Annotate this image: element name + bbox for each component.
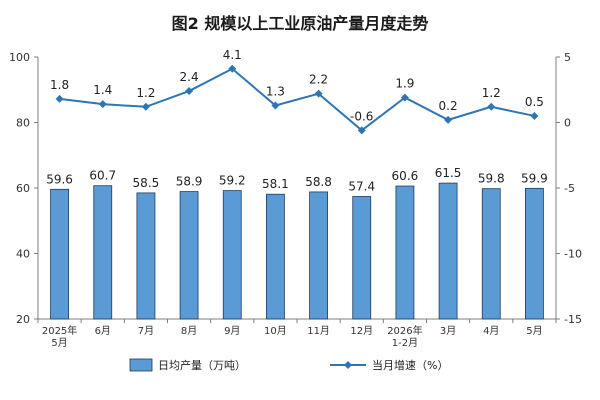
y-left-tick-label: 60	[16, 182, 30, 195]
line-point-marker	[357, 126, 366, 135]
bar-value-label: 59.6	[46, 172, 73, 186]
y-left-tick-label: 100	[9, 51, 30, 64]
bar	[309, 191, 328, 320]
legend-line-marker	[344, 361, 352, 369]
y-left-tick-label: 80	[16, 117, 30, 130]
line-value-label: 1.2	[482, 86, 501, 100]
line-value-label: 4.1	[223, 48, 242, 62]
x-tick-label: 8月	[181, 325, 197, 337]
line-value-label: 0.2	[439, 99, 458, 113]
y-left-tick-label: 20	[16, 313, 30, 326]
x-tick-label: 1-2月	[392, 337, 418, 349]
y-left-tick-label: 40	[16, 248, 30, 261]
line-point-marker	[271, 101, 280, 110]
x-tick-label: 3月	[440, 325, 456, 337]
x-tick-label: 9月	[224, 325, 240, 337]
line-point-marker	[400, 93, 409, 102]
line-point-marker	[185, 87, 194, 96]
line-point-marker	[314, 89, 323, 98]
legend-line-label: 当月增速（%）	[372, 358, 448, 372]
bar	[222, 190, 242, 320]
x-tick-label: 2025年	[42, 324, 77, 337]
x-tick-label: 6月	[95, 325, 111, 337]
x-tick-label: 5月	[526, 325, 542, 337]
bar	[395, 185, 415, 320]
bar-value-label: 61.5	[435, 166, 462, 180]
legend-bar-swatch	[129, 358, 153, 372]
bar-value-label: 58.8	[305, 175, 332, 189]
x-tick-label: 7月	[138, 325, 154, 337]
x-tick-label: 5月	[51, 337, 67, 349]
line-point-marker	[487, 102, 496, 111]
bar-value-label: 59.2	[219, 174, 246, 188]
bar	[438, 182, 458, 320]
line-value-label: 1.4	[93, 83, 112, 97]
line-value-label: -0.6	[350, 109, 373, 123]
line-value-label: 2.2	[309, 73, 328, 87]
growth-line	[59, 67, 535, 132]
y-right-tick-label: -15	[564, 313, 582, 326]
x-tick-label: 4月	[483, 325, 499, 337]
bar-value-label: 60.6	[392, 169, 419, 183]
bar	[93, 185, 113, 320]
y-right-tick-label: 0	[564, 117, 571, 130]
legend-bar-label: 日均产量（万吨）	[158, 358, 246, 372]
bar-value-label: 58.9	[176, 175, 203, 189]
line-point-marker	[98, 100, 107, 109]
line-value-label: 1.9	[395, 77, 414, 91]
bar-value-label: 58.1	[262, 177, 289, 191]
y-right-tick-label: 5	[564, 51, 571, 64]
line-point-marker	[530, 111, 539, 120]
line-point-marker	[228, 64, 237, 73]
x-tick-label: 11月	[307, 325, 330, 337]
bar	[525, 187, 544, 320]
x-tick-label: 10月	[264, 325, 287, 337]
bar	[352, 196, 372, 320]
line-value-label: 1.2	[136, 86, 155, 100]
bar	[50, 188, 69, 320]
bar	[136, 192, 156, 320]
y-right-tick-label: -10	[564, 248, 582, 261]
bar-value-label: 58.5	[133, 176, 160, 190]
bar-value-label: 59.8	[478, 172, 505, 186]
line-value-label: 2.4	[180, 70, 199, 84]
chart-title: 图2 规模以上工业原油产量月度走势	[171, 14, 429, 33]
y-right-tick-label: -5	[564, 182, 575, 195]
x-tick-label: 12月	[350, 325, 373, 337]
bar	[266, 193, 285, 320]
bar-value-label: 59.9	[521, 171, 548, 185]
bar	[179, 191, 199, 320]
line-point-marker	[55, 94, 64, 103]
line-point-marker	[444, 115, 453, 124]
x-tick-label: 2026年	[387, 324, 422, 337]
line-value-label: 1.8	[50, 78, 69, 92]
line-value-label: 1.3	[266, 84, 285, 98]
line-value-label: 0.5	[525, 95, 544, 109]
bar	[481, 188, 501, 320]
bar-value-label: 57.4	[348, 180, 375, 194]
bar-value-label: 60.7	[89, 169, 116, 183]
line-point-marker	[141, 102, 150, 111]
